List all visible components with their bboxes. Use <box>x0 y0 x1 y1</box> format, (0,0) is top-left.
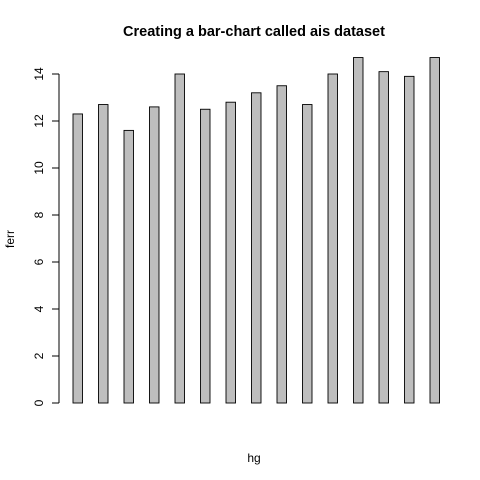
bar <box>327 73 338 404</box>
bar <box>200 108 211 404</box>
bar <box>149 106 160 404</box>
y-tick-label: 14 <box>32 67 46 81</box>
y-axis-label: ferr <box>3 230 17 248</box>
y-tick-label: 2 <box>32 352 46 359</box>
y-tick-label: 6 <box>32 258 46 265</box>
bar <box>378 71 389 404</box>
y-tick-label: 4 <box>32 305 46 312</box>
y-tick-label: 12 <box>32 114 46 128</box>
chart-title: Creating a bar-chart called ais dataset <box>123 24 385 40</box>
bar <box>353 57 364 404</box>
bar <box>429 57 440 404</box>
y-tick-label: 10 <box>32 161 46 175</box>
bar <box>404 75 415 404</box>
bar <box>98 104 109 404</box>
bar <box>225 101 236 404</box>
bar <box>174 73 185 404</box>
y-axis: 0 2 4 6 8 10 12 14 <box>32 67 60 406</box>
x-axis-label: hg <box>247 451 260 465</box>
bar <box>123 129 134 404</box>
bar <box>276 85 287 404</box>
bars-group <box>72 57 440 404</box>
y-tick-label: 0 <box>32 399 46 406</box>
bar <box>251 92 262 404</box>
y-tick-label: 8 <box>32 211 46 218</box>
bar <box>72 113 83 404</box>
bar <box>302 104 313 404</box>
